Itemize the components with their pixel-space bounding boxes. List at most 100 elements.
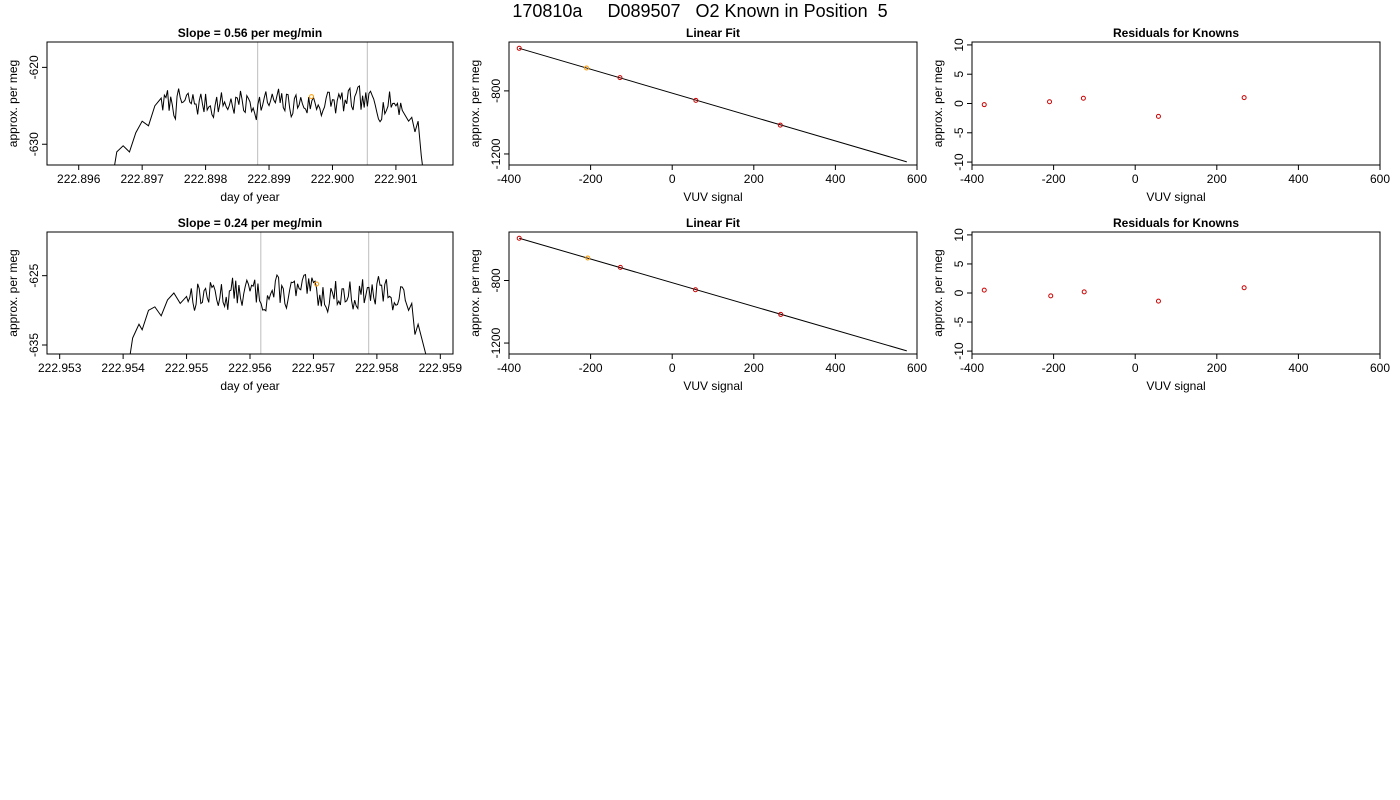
y-axis-label: approx. per meg bbox=[468, 249, 482, 336]
fit-line bbox=[519, 237, 907, 352]
fit-line bbox=[519, 47, 907, 163]
y-tick-label: 5 bbox=[952, 71, 966, 78]
plot-frame bbox=[508, 231, 918, 355]
x-tick-label: 222.957 bbox=[292, 361, 336, 375]
y-tick-label: -800 bbox=[489, 268, 503, 292]
data-point bbox=[617, 264, 623, 270]
data-point bbox=[778, 311, 784, 317]
x-tick-label: 222.956 bbox=[228, 361, 272, 375]
plot-frame bbox=[508, 41, 918, 166]
data-point bbox=[1155, 113, 1161, 119]
data-point bbox=[1241, 95, 1247, 101]
data-point bbox=[314, 281, 320, 287]
y-tick-label: 0 bbox=[952, 289, 966, 296]
y-axis-label: approx. per meg bbox=[931, 60, 945, 147]
x-tick-label: 222.901 bbox=[374, 172, 418, 186]
data-point bbox=[1241, 285, 1247, 291]
panel-title: Residuals for Knowns bbox=[1113, 26, 1239, 40]
y-tick-label: -800 bbox=[489, 79, 503, 103]
x-tick-label: -200 bbox=[1042, 172, 1066, 186]
x-tick-label: 600 bbox=[1370, 361, 1390, 375]
x-tick-label: 600 bbox=[1370, 172, 1390, 186]
x-tick-label: 0 bbox=[669, 361, 676, 375]
data-point bbox=[1080, 95, 1086, 101]
plot-frame bbox=[971, 41, 1381, 166]
x-tick-label: 0 bbox=[669, 172, 676, 186]
y-tick-label: -10 bbox=[952, 342, 966, 360]
x-axis-label: day of year bbox=[220, 190, 279, 204]
y-axis-label: approx. per meg bbox=[931, 249, 945, 336]
x-tick-label: 222.898 bbox=[184, 172, 228, 186]
x-tick-label: 222.958 bbox=[355, 361, 399, 375]
y-tick-label: 0 bbox=[952, 100, 966, 107]
data-point bbox=[981, 102, 987, 108]
trace-line bbox=[129, 273, 427, 354]
y-axis-label: approx. per meg bbox=[6, 249, 20, 336]
x-tick-label: -400 bbox=[497, 361, 521, 375]
x-tick-label: 222.896 bbox=[57, 172, 101, 186]
y-tick-label: -635 bbox=[27, 333, 41, 357]
y-tick-label: -630 bbox=[27, 132, 41, 156]
x-tick-label: 222.899 bbox=[247, 172, 291, 186]
plot-frame bbox=[46, 231, 454, 355]
x-tick-label: 200 bbox=[1207, 361, 1227, 375]
panel-fit-5: Linear Fit -400 -200 0 200 400 600 VUV signal -8… bbox=[468, 216, 927, 393]
x-tick-label: -400 bbox=[960, 361, 984, 375]
x-tick-label: 400 bbox=[825, 361, 845, 375]
data-point bbox=[617, 75, 623, 81]
x-tick-label: 400 bbox=[825, 172, 845, 186]
x-axis-label: VUV signal bbox=[683, 379, 742, 393]
trace-line bbox=[114, 85, 423, 165]
y-tick-label: -620 bbox=[27, 55, 41, 79]
x-tick-label: 600 bbox=[907, 361, 927, 375]
data-point bbox=[777, 122, 783, 128]
x-tick-label: 600 bbox=[907, 172, 927, 186]
x-tick-label: 0 bbox=[1132, 361, 1139, 375]
y-tick-label: -10 bbox=[952, 153, 966, 171]
page-title: 170810a D089507 O2 Known in Position 5 bbox=[512, 1, 888, 21]
x-axis-label: VUV signal bbox=[1146, 190, 1205, 204]
x-tick-label: 0 bbox=[1132, 172, 1139, 186]
panel-fit-2: Linear Fit -400 -200 0 200 400 600 VUV signal -8… bbox=[468, 26, 927, 204]
x-tick-label: -400 bbox=[960, 172, 984, 186]
x-axis-label: VUV signal bbox=[1146, 379, 1205, 393]
y-tick-label: 10 bbox=[952, 38, 966, 52]
panel-title: Residuals for Knowns bbox=[1113, 216, 1239, 230]
y-tick-label: -625 bbox=[27, 263, 41, 287]
panel-residuals-3: Residuals for Knowns -400 -200 0 200 400 600 VU… bbox=[931, 26, 1390, 204]
x-tick-label: 200 bbox=[744, 361, 764, 375]
plot-frame bbox=[46, 41, 454, 166]
x-tick-label: 400 bbox=[1288, 361, 1308, 375]
data-point bbox=[516, 45, 522, 51]
panel-title: Slope = 0.24 per meg/min bbox=[178, 216, 322, 230]
y-tick-label: -1200 bbox=[489, 138, 503, 169]
x-tick-label: 222.897 bbox=[120, 172, 164, 186]
x-tick-label: 222.954 bbox=[101, 361, 145, 375]
data-point bbox=[585, 255, 591, 261]
x-tick-label: -200 bbox=[1042, 361, 1066, 375]
x-tick-label: 222.955 bbox=[165, 361, 209, 375]
data-point bbox=[692, 287, 698, 293]
data-point bbox=[1048, 293, 1054, 299]
y-axis-label: approx. per meg bbox=[6, 60, 20, 147]
data-point bbox=[309, 94, 315, 100]
x-axis-label: VUV signal bbox=[683, 190, 742, 204]
panel-trace-4: Slope = 0.24 per meg/min 222.953 222.954 22… bbox=[6, 216, 462, 393]
x-tick-label: 200 bbox=[744, 172, 764, 186]
x-tick-label: 222.900 bbox=[311, 172, 355, 186]
plot-frame bbox=[971, 231, 1381, 355]
data-point bbox=[1047, 99, 1053, 105]
panel-title: Linear Fit bbox=[686, 26, 740, 40]
panel-residuals-6: Residuals for Knowns -400 -200 0 200 400 600 VU… bbox=[931, 216, 1390, 393]
y-axis-label: approx. per meg bbox=[468, 60, 482, 147]
x-axis-label: day of year bbox=[220, 379, 279, 393]
data-point bbox=[1081, 289, 1087, 295]
data-point bbox=[693, 97, 699, 103]
x-tick-label: 222.953 bbox=[38, 361, 82, 375]
y-tick-label: -5 bbox=[952, 127, 966, 138]
y-tick-label: -1200 bbox=[489, 327, 503, 358]
y-tick-label: -5 bbox=[952, 316, 966, 327]
data-point bbox=[516, 235, 522, 241]
x-tick-label: -200 bbox=[579, 172, 603, 186]
